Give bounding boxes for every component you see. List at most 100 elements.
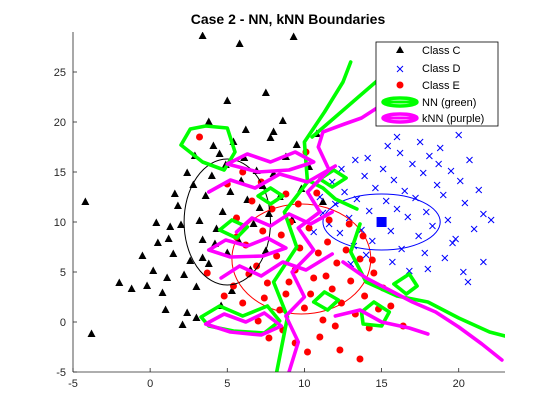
point-class-c (195, 216, 204, 224)
point-class-c (173, 201, 182, 209)
point-class-c (215, 149, 224, 157)
y-tick-label: 10 (54, 217, 66, 229)
point-class-c (164, 234, 173, 242)
point-class-d (338, 165, 345, 173)
point-class-c (209, 141, 218, 149)
point-class-d-stroke-b (398, 245, 405, 253)
point-class-c (143, 281, 152, 289)
point-class-e (307, 290, 315, 298)
point-class-c (81, 197, 90, 205)
point-class-d (466, 156, 473, 164)
point-class-d-stroke-b (405, 267, 413, 275)
centroid-marker-1 (376, 217, 387, 227)
point-class-c (180, 270, 189, 278)
point-class-c (178, 320, 187, 328)
x-tick-label: 0 (147, 378, 153, 390)
point-class-d (405, 267, 413, 275)
point-class-e (313, 189, 321, 197)
point-class-d (379, 165, 387, 173)
point-class-d-stroke-b (466, 156, 473, 164)
point-class-d-stroke-b (415, 232, 422, 240)
point-class-e (305, 224, 313, 232)
y-tick-label: 5 (60, 267, 66, 279)
x-tick-label: -5 (68, 378, 78, 390)
point-class-d-stroke-b (412, 194, 419, 202)
point-class-c (198, 235, 207, 243)
point-class-d (390, 176, 398, 184)
point-class-d-stroke-b (429, 222, 436, 230)
point-class-d-stroke-b (436, 144, 444, 152)
boundary-knn-purple-8 (203, 311, 284, 337)
point-class-e (248, 197, 256, 205)
point-class-d-stroke-b (382, 197, 390, 205)
point-class-c (166, 222, 175, 230)
x-tick-label: 5 (224, 378, 230, 390)
point-class-c (266, 133, 275, 141)
point-class-d-stroke-b (464, 278, 472, 286)
point-class-e (370, 269, 378, 277)
point-class-d-stroke-b (421, 249, 429, 257)
plot-content (81, 32, 505, 372)
boundary-nn-green-4 (348, 222, 505, 338)
boundary-knn-purple-3 (207, 164, 338, 194)
point-class-e (368, 256, 376, 264)
point-class-c (192, 282, 201, 290)
point-class-c (235, 39, 244, 47)
point-class-c (163, 273, 172, 281)
y-tick-label: 20 (54, 117, 66, 129)
y-tick-label: 0 (60, 317, 66, 329)
point-class-d-stroke-b (316, 193, 324, 201)
point-class-d (351, 156, 359, 164)
point-class-c (249, 219, 258, 227)
point-class-d-stroke-b (475, 186, 483, 194)
point-class-d (372, 184, 379, 192)
boundary-knn-purple-9 (225, 150, 316, 174)
point-class-d (384, 142, 392, 150)
point-class-d (421, 249, 429, 257)
legend-label-class-c: Class C (422, 45, 461, 57)
point-class-e (331, 322, 339, 330)
point-class-d-stroke-b (345, 214, 353, 222)
legend-marker-class-e (396, 81, 404, 89)
point-class-d (382, 197, 390, 205)
point-class-d-stroke-b (449, 239, 456, 247)
point-class-d (436, 144, 444, 152)
point-class-d-stroke-b (358, 226, 365, 234)
point-class-d (480, 210, 487, 218)
point-class-c (207, 171, 216, 179)
point-class-c (192, 313, 201, 321)
point-class-e (336, 346, 344, 354)
point-class-d (470, 225, 478, 233)
point-class-d (404, 213, 412, 221)
point-class-d-stroke-b (455, 131, 463, 139)
legend-item-class-e: Class E (396, 80, 460, 92)
point-class-d (439, 191, 447, 199)
boundary-knn-purple-5 (341, 260, 504, 362)
point-class-c (255, 203, 264, 211)
point-class-d (361, 172, 368, 180)
point-class-e (325, 216, 333, 224)
point-class-d-stroke-b (310, 228, 318, 236)
chart-title: Case 2 - NN, kNN Boundaries (191, 11, 386, 27)
point-class-d (452, 235, 459, 243)
point-class-d (365, 207, 373, 215)
point-class-d (480, 258, 487, 266)
point-class-d-stroke-b (444, 216, 452, 224)
x-tick-label: 10 (298, 378, 310, 390)
legend: Class C Class D Class E NN (green) kNN (… (375, 41, 499, 127)
point-class-e (328, 285, 336, 293)
point-class-c (138, 251, 147, 259)
legend-item-class-d: Class D (396, 63, 461, 75)
point-class-d-stroke-b (441, 254, 449, 262)
y-tick-label: 15 (54, 167, 66, 179)
point-class-d-stroke-b (433, 181, 441, 189)
legend-label-class-d: Class D (422, 63, 461, 75)
point-class-c (169, 249, 178, 257)
point-class-d (341, 188, 348, 196)
point-class-e (265, 334, 273, 342)
legend-item-class-c: Class C (396, 45, 461, 57)
point-class-e (310, 274, 318, 282)
point-class-c (198, 32, 207, 39)
axes: -5 0 5 10 15 20 -5 0 5 10 15 20 25 (54, 32, 505, 390)
point-class-c (161, 305, 170, 313)
